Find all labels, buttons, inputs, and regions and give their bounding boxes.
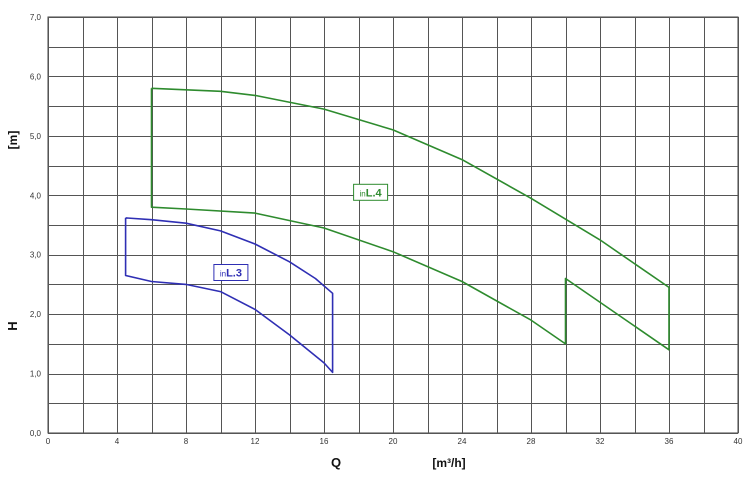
y-axis-label: H [5, 321, 20, 330]
series-curve-l-4 [150, 87, 670, 351]
series-label-box-l-4 [353, 183, 389, 201]
series-label-l-4: inL.4 [360, 187, 383, 199]
x-tick-label: 32 [596, 437, 605, 446]
series-curve-l-3 [124, 217, 334, 374]
y-tick-label: 7,0 [30, 13, 42, 22]
y-tick-label: 1,0 [30, 370, 42, 379]
x-axis-label: Q [331, 455, 341, 470]
grid [47, 16, 739, 434]
series-label-l-3: inL.3 [220, 268, 242, 280]
x-tick-label: 16 [320, 437, 329, 446]
series-label-box-l-3 [213, 264, 249, 281]
y-tick-label: 5,0 [30, 132, 42, 141]
y-axis-unit: [m] [6, 131, 20, 150]
y-tick-label: 3,0 [30, 251, 42, 260]
y-tick-label: 4,0 [30, 191, 42, 200]
x-tick-label: 4 [115, 437, 120, 446]
y-tick-label: 0,0 [30, 429, 42, 438]
x-tick-label: 12 [251, 437, 260, 446]
series-layer: inL.3 inL.4 [124, 87, 670, 374]
x-tick-label: 20 [389, 437, 398, 446]
x-tick-label: 40 [734, 437, 743, 446]
x-tick-label: 8 [184, 437, 189, 446]
axis-labels: Q [m³/h] H [m] [5, 131, 466, 470]
x-tick-label: 24 [458, 437, 467, 446]
x-axis-unit: [m³/h] [432, 456, 465, 470]
x-tick-label: 28 [527, 437, 536, 446]
y-tick-label: 6,0 [30, 72, 42, 81]
x-tick-label: 0 [46, 437, 51, 446]
tick-labels: 0 4 8 12 16 20 24 28 32 36 40 0,0 1,0 2,0 3,0 4,0 5,0 6,0… [30, 13, 743, 446]
x-tick-label: 36 [665, 437, 674, 446]
y-tick-label: 2,0 [30, 310, 42, 319]
